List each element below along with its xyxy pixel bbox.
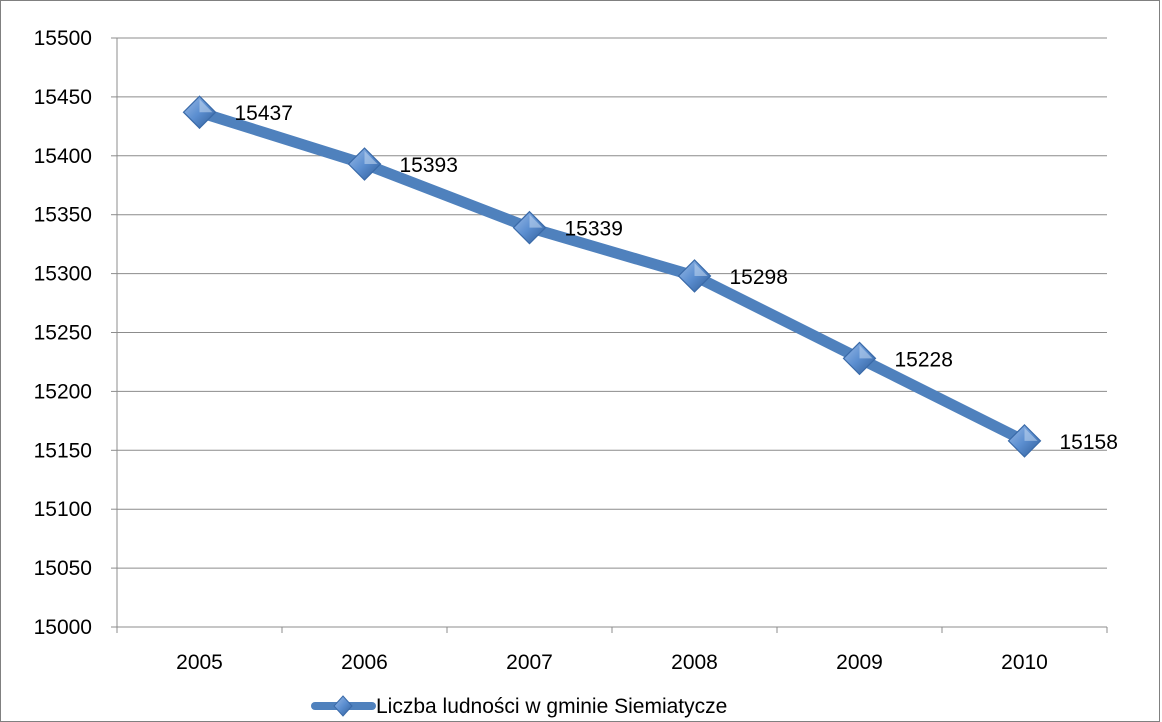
series-layer: [182, 95, 1042, 458]
legend-label: Liczba ludności w gminie Siemiatycze: [376, 695, 727, 718]
x-tick-label: 2007: [506, 651, 553, 674]
data-labels: 15437 15393 15339 15298 15228 15158: [235, 102, 1118, 454]
data-point-highlight: [859, 345, 873, 359]
data-point-highlight: [694, 262, 708, 276]
y-tick-label: 15250: [34, 322, 92, 345]
data-label: 15228: [895, 348, 953, 371]
y-tick-label: 15500: [34, 27, 92, 50]
axes: 15000 15050 15100 15150 15200 15250 15300 15350…: [34, 27, 1108, 674]
data-label: 15158: [1060, 431, 1118, 454]
y-tick-label: 15150: [34, 439, 92, 462]
y-tick-label: 15400: [34, 145, 92, 168]
x-tick-label: 2010: [1001, 651, 1048, 674]
data-point-highlight: [199, 99, 213, 113]
x-tick-label: 2009: [836, 651, 883, 674]
x-tick-label: 2008: [671, 651, 718, 674]
y-tick-label: 15450: [34, 86, 92, 109]
data-label: 15339: [565, 218, 623, 241]
y-tick-label: 15100: [34, 498, 92, 521]
y-tick-label: 15000: [34, 616, 92, 639]
y-tick-label: 15300: [34, 263, 92, 286]
legend-marker-swatch: [333, 695, 353, 717]
data-label: 15437: [235, 102, 293, 125]
y-tick-label: 15050: [34, 557, 92, 580]
gridlines: [117, 37, 1107, 628]
y-tick-label: 15200: [34, 380, 92, 403]
series-line: [194, 106, 1030, 447]
legend: Liczba ludności w gminie Siemiatycze: [311, 695, 727, 718]
data-point-highlight: [529, 214, 543, 228]
y-tick-label: 15350: [34, 204, 92, 227]
x-tick-label: 2005: [176, 651, 223, 674]
data-label: 15298: [730, 266, 788, 289]
data-point-highlight: [364, 151, 378, 165]
x-tick-label: 2006: [341, 651, 388, 674]
data-point-highlight: [1024, 427, 1038, 441]
data-label: 15393: [400, 154, 458, 177]
